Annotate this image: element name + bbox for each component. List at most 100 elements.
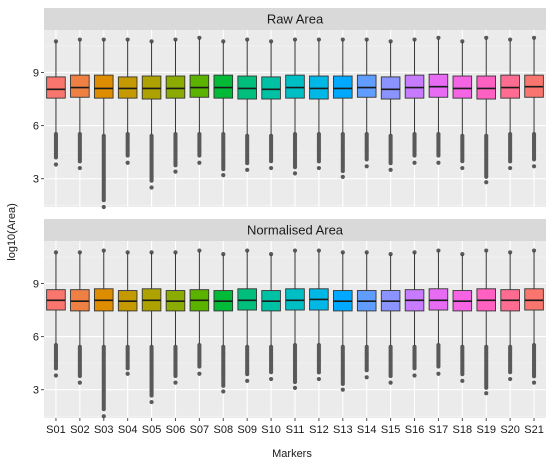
- box-S17: [428, 248, 449, 376]
- iqr-box: [189, 74, 210, 98]
- outlier-point: [484, 35, 489, 40]
- box-S16: [404, 250, 425, 378]
- iqr-box: [213, 74, 234, 99]
- outlier-point: [460, 251, 465, 257]
- outlier-point: [173, 37, 178, 42]
- outlier-point: [292, 385, 298, 391]
- outlier-point: [173, 163, 178, 168]
- outlier-point: [340, 168, 345, 174]
- outlier-point: [388, 380, 393, 385]
- outlier-point: [412, 250, 417, 255]
- iqr-box: [524, 288, 544, 311]
- outlier-point: [364, 164, 369, 169]
- box-S10: [261, 39, 281, 171]
- x-tick-label: S02: [70, 424, 90, 436]
- iqr-box: [476, 75, 497, 100]
- facet-panels: Raw Area 3 6 9 Normalised Area 3 6 9: [33, 8, 546, 419]
- outlier-point: [388, 39, 393, 44]
- iqr-box: [70, 74, 90, 98]
- outlier-point: [412, 373, 417, 378]
- iqr-box: [428, 73, 449, 98]
- outlier-point: [531, 374, 537, 379]
- box-S01: [46, 39, 66, 167]
- box-S19: [476, 248, 497, 396]
- iqr-box: [404, 74, 425, 99]
- outlier-point: [412, 366, 417, 371]
- box-S01: [46, 250, 66, 378]
- outlier-point: [245, 378, 250, 383]
- iqr-box: [309, 75, 329, 100]
- outlier-point: [268, 376, 274, 382]
- outlier-point: [531, 35, 537, 40]
- box-S08: [213, 39, 234, 178]
- iqr-box: [46, 76, 66, 99]
- outlier-point: [221, 251, 226, 257]
- outlier-point: [292, 165, 298, 170]
- iqr-box: [141, 75, 162, 100]
- x-tick-label: S17: [429, 424, 449, 436]
- iqr-box: [117, 76, 138, 99]
- outlier-point: [125, 371, 130, 376]
- outlier-point: [460, 378, 465, 383]
- outlier-point: [364, 375, 369, 380]
- box-S11: [285, 37, 305, 176]
- outlier-point: [484, 180, 489, 185]
- outlier-point: [460, 39, 465, 44]
- x-tick-label: S21: [524, 424, 544, 436]
- box-S03: [93, 248, 114, 419]
- x-tick-label: S15: [381, 424, 401, 436]
- x-tick-label: S07: [190, 424, 210, 436]
- iqr-box: [356, 74, 377, 98]
- box-S10: [261, 251, 281, 382]
- box-S09: [237, 37, 257, 172]
- outlier-point: [245, 167, 250, 172]
- y-axis-title: log10(Area): [6, 203, 18, 260]
- outlier-point: [460, 159, 465, 164]
- outlier-point: [508, 376, 513, 382]
- facet-panel: Normalised Area 3 6 9: [33, 219, 546, 419]
- outlier-point: [245, 372, 250, 377]
- outlier-point: [436, 153, 441, 158]
- outlier-point: [292, 37, 298, 42]
- outlier-point: [436, 35, 441, 40]
- outlier-point: [460, 165, 465, 171]
- x-axis-title: Markers: [272, 448, 312, 460]
- x-tick-label: S09: [237, 424, 257, 436]
- outlier-point: [316, 370, 322, 375]
- x-tick-label: S18: [453, 424, 473, 436]
- outlier-point: [53, 250, 59, 255]
- box-S07: [189, 35, 210, 165]
- outlier-point: [268, 165, 274, 171]
- outlier-point: [77, 159, 82, 164]
- y-tick-label: 9: [33, 278, 39, 290]
- outlier-point: [77, 373, 82, 379]
- outlier-point: [508, 250, 513, 255]
- x-tick-label: S12: [309, 424, 329, 436]
- outlier-point: [101, 414, 106, 419]
- x-tick-label: S03: [94, 424, 114, 436]
- x-tick-label: S16: [405, 424, 425, 436]
- box-S06: [165, 250, 186, 385]
- box-S04: [117, 37, 138, 165]
- outlier-point: [101, 407, 106, 412]
- facet-strip-title: Raw Area: [267, 12, 324, 27]
- outlier-point: [125, 366, 130, 371]
- box-S12: [309, 37, 329, 171]
- box-S07: [189, 248, 210, 376]
- iqr-box: [261, 76, 281, 100]
- outlier-point: [53, 366, 59, 371]
- outlier-point: [292, 379, 298, 385]
- outlier-point: [388, 251, 393, 257]
- box-S21: [524, 248, 544, 385]
- box-S15: [380, 251, 401, 385]
- box-S14: [356, 37, 377, 169]
- outlier-point: [436, 371, 441, 376]
- outlier-point: [436, 364, 441, 369]
- outlier-point: [149, 185, 154, 190]
- outlier-point: [508, 165, 513, 171]
- x-tick-label: S04: [118, 424, 138, 436]
- y-tick-label: 3: [33, 385, 39, 397]
- outlier-point: [340, 174, 345, 180]
- box-S05: [141, 39, 162, 190]
- outlier-point: [268, 159, 274, 164]
